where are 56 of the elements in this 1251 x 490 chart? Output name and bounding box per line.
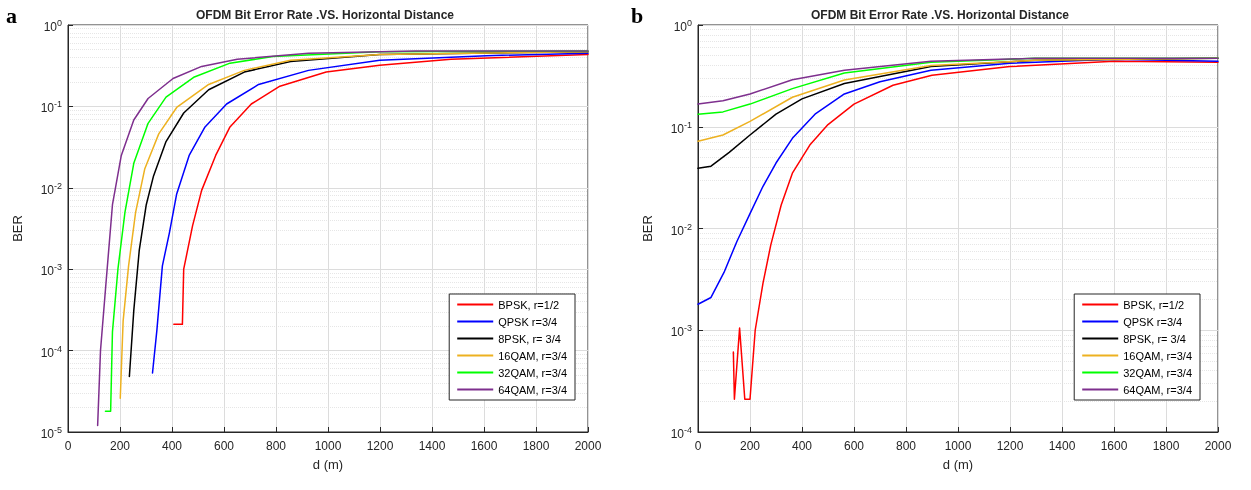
line-series	[732, 60, 1219, 400]
y-tick-label: 10$^{-2}$	[670, 220, 692, 238]
line-series	[173, 53, 589, 326]
legend-label: 32QAM, r=3/4	[498, 366, 568, 379]
legend-label: BPSK, r=1/2	[498, 298, 560, 311]
x-tick-label: 400	[161, 439, 183, 453]
x-tick-label: 0	[694, 439, 702, 453]
y-tick-label: 10$^{-4}$	[40, 342, 62, 360]
line-series	[697, 57, 1219, 105]
y-tick-label: 10$^{-3}$	[670, 322, 692, 340]
legend-label: QPSK r=3/4	[1123, 315, 1183, 328]
x-tick-label: 1200	[996, 439, 1024, 453]
y-tick-label: 10$^{0}$	[673, 17, 692, 34]
y-tick-label: 10$^{-1}$	[40, 98, 62, 116]
x-tick-label: 600	[213, 439, 235, 453]
legend-label: 32QAM, r=3/4	[1123, 366, 1193, 379]
legend-label: 16QAM, r=3/4	[1123, 349, 1193, 362]
y-tick-label: 10$^{-2}$	[40, 179, 62, 197]
legend-label: 8PSK, r= 3/4	[498, 332, 561, 345]
x-tick-label: 1000	[944, 439, 972, 453]
x-tick-label: 200	[739, 439, 761, 453]
x-tick-label: 200	[109, 439, 131, 453]
x-tick-label: 800	[895, 439, 917, 453]
x-tick-label: 2000	[574, 439, 602, 453]
x-tick-label: 600	[843, 439, 865, 453]
legend-label: 8PSK, r= 3/4	[1123, 332, 1186, 345]
x-tick-label: 1600	[1100, 439, 1128, 453]
legend-label: 64QAM, r=3/4	[1123, 383, 1193, 396]
x-tick-label: 1200	[366, 439, 394, 453]
x-tick-label: 1600	[470, 439, 498, 453]
legend-label: 64QAM, r=3/4	[498, 383, 568, 396]
y-tick-label: 10$^{-3}$	[40, 261, 62, 279]
chart-title: OFDM Bit Error Rate .VS. Horizontal Distance	[195, 8, 455, 22]
text: b	[631, 2, 644, 28]
legend-label: 16QAM, r=3/4	[498, 349, 568, 362]
x-axis-title: d (m)	[942, 457, 974, 472]
y-tick-label: 10$^{-5}$	[40, 424, 62, 441]
y-tick-label: 10$^{0}$	[43, 17, 62, 34]
x-tick-label: 1400	[1048, 439, 1076, 453]
x-tick-label: 800	[265, 439, 287, 453]
x-tick-label: 1000	[314, 439, 342, 453]
y-tick-label: 10$^{-1}$	[670, 118, 692, 136]
x-tick-label: 1400	[418, 439, 446, 453]
x-tick-label: 2000	[1204, 439, 1232, 453]
legend-label: BPSK, r=1/2	[1123, 298, 1185, 311]
x-tick-label: 400	[791, 439, 813, 453]
text: a	[6, 2, 17, 28]
chart-title: OFDM Bit Error Rate .VS. Horizontal Distance	[810, 8, 1070, 22]
y-axis-title: BER	[10, 215, 25, 242]
y-tick-label: 10$^{-4}$	[670, 424, 692, 441]
y-axis-title: BER	[640, 215, 655, 242]
x-axis-title: d (m)	[312, 457, 344, 472]
x-tick-label: 1800	[1152, 439, 1180, 453]
x-tick-label: 1800	[522, 439, 550, 453]
legend-label: QPSK r=3/4	[498, 315, 558, 328]
x-tick-label: 0	[64, 439, 72, 453]
